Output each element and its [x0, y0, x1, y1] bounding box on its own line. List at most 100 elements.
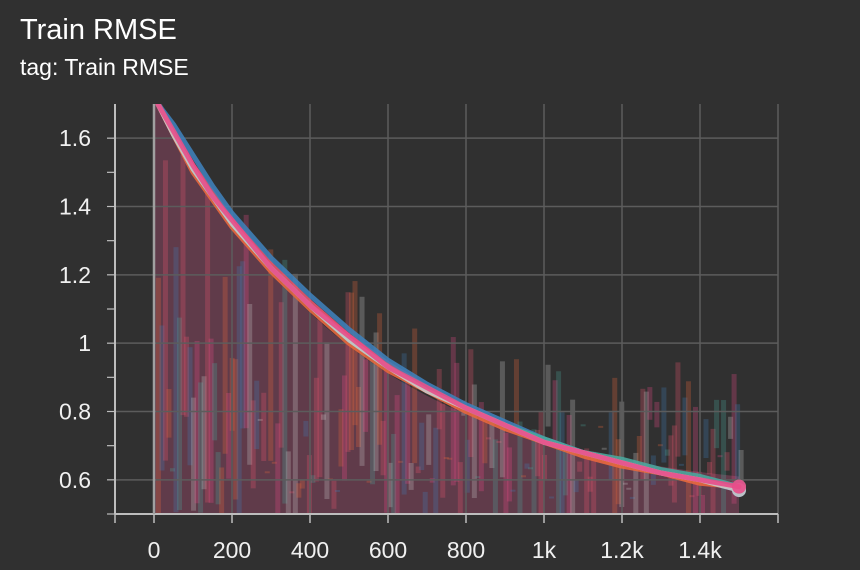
noise-bar: [577, 461, 583, 472]
noise-bar: [471, 384, 477, 499]
noise-bar: [387, 462, 393, 508]
x-tick-label: 600: [369, 537, 407, 563]
noise-bar: [513, 359, 519, 434]
noise-bar: [296, 483, 302, 498]
noise-bar: [591, 451, 597, 514]
noise-bar: [506, 447, 512, 502]
noise-bar: [447, 457, 453, 460]
noise-bar: [443, 457, 449, 460]
noise-bar: [535, 429, 541, 477]
noise-bar: [349, 292, 354, 451]
noise-bar: [685, 381, 691, 514]
noise-bar: [352, 281, 358, 426]
x-tick-label: 800: [447, 537, 485, 563]
noise-bar: [324, 342, 330, 500]
y-tick-label: 1.6: [59, 125, 91, 151]
noise-bar: [180, 154, 186, 416]
noise-bar: [580, 424, 586, 427]
noise-bar: [520, 475, 526, 478]
noise-bar: [584, 448, 590, 514]
noise-bar: [622, 482, 628, 485]
x-tick-label: 1.2k: [600, 537, 644, 563]
noise-bar: [366, 480, 372, 483]
noise-bar: [728, 416, 734, 439]
noise-bar: [531, 429, 537, 514]
noise-bar: [689, 495, 695, 498]
noise-bar: [320, 414, 326, 420]
noise-bar: [700, 494, 705, 514]
noise-bar: [482, 411, 488, 464]
noise-bar: [636, 435, 642, 466]
noise-bar: [570, 399, 576, 514]
noise-bar: [489, 417, 495, 469]
noise-bar: [341, 375, 347, 481]
noise-bar: [331, 480, 337, 509]
y-tick-label: 0.8: [59, 399, 91, 425]
noise-bar: [640, 388, 646, 480]
noise-bar: [738, 449, 744, 485]
noise-bar: [405, 381, 411, 484]
noise-bar: [496, 440, 502, 443]
noise-bar: [169, 468, 175, 472]
noise-bar: [692, 406, 698, 514]
noise-bar: [334, 489, 340, 492]
noise-bar: [468, 349, 474, 458]
y-tick-label: 1.4: [59, 194, 91, 220]
noise-bar: [222, 276, 228, 454]
noise-bar: [528, 467, 534, 470]
noise-bar: [275, 423, 281, 514]
noise-bar: [668, 435, 674, 486]
y-tick-label: 1.2: [59, 262, 91, 288]
noise-bar: [717, 455, 723, 458]
noise-bar: [524, 463, 530, 469]
noise-bar: [707, 462, 713, 475]
noise-bar: [492, 439, 498, 514]
noise-bar: [731, 374, 737, 504]
noise-bar: [608, 412, 614, 480]
noise-bar: [454, 362, 460, 482]
noise-bar: [643, 391, 649, 514]
noise-bar: [292, 273, 298, 514]
noise-bar: [408, 462, 414, 490]
noise-bar: [356, 386, 362, 448]
x-tick-label: 0: [148, 537, 161, 563]
noise-bar: [710, 428, 716, 514]
noise-bar: [254, 380, 260, 450]
noise-bar: [629, 496, 635, 499]
noise-bar: [187, 347, 193, 466]
noise-bar: [412, 328, 418, 464]
noise-bar: [303, 420, 309, 437]
noise-bar: [317, 310, 323, 478]
noise-bar: [457, 462, 463, 514]
noise-bar: [503, 432, 509, 514]
noise-bar: [601, 447, 607, 450]
noise-bar: [440, 403, 446, 498]
noise-bar: [370, 358, 376, 485]
noise-bar: [661, 387, 667, 463]
noise-bar: [191, 397, 197, 511]
series-endpoint-5: [732, 479, 746, 494]
noise-bar: [264, 471, 270, 474]
noise-bar: [517, 421, 523, 514]
noise-bar: [271, 461, 277, 464]
x-tick-label: 1k: [532, 537, 557, 563]
noise-bar: [289, 491, 295, 494]
noise-bar: [278, 302, 284, 448]
noise-bar: [647, 387, 653, 420]
noise-bar: [415, 466, 421, 474]
noise-bar: [299, 480, 305, 489]
noise-bar: [678, 463, 684, 466]
noise-bar: [233, 359, 239, 500]
noise-bar: [573, 480, 579, 493]
tick-labels: 0 200 400 600 800 1k 1.2k 1.4k 0.6 0.8 1 1.2 1.4 1.6: [59, 125, 722, 563]
noise-bar: [598, 425, 604, 428]
noise-bar: [373, 332, 379, 472]
noise-bar: [159, 325, 165, 471]
noise-bar: [243, 214, 249, 429]
chart-title: Train RMSE: [20, 14, 177, 46]
noise-bar: [212, 363, 218, 441]
noise-bar: [475, 476, 481, 479]
noise-bar: [313, 377, 319, 482]
noise-bar: [671, 425, 677, 503]
noise-bar: [510, 489, 516, 492]
